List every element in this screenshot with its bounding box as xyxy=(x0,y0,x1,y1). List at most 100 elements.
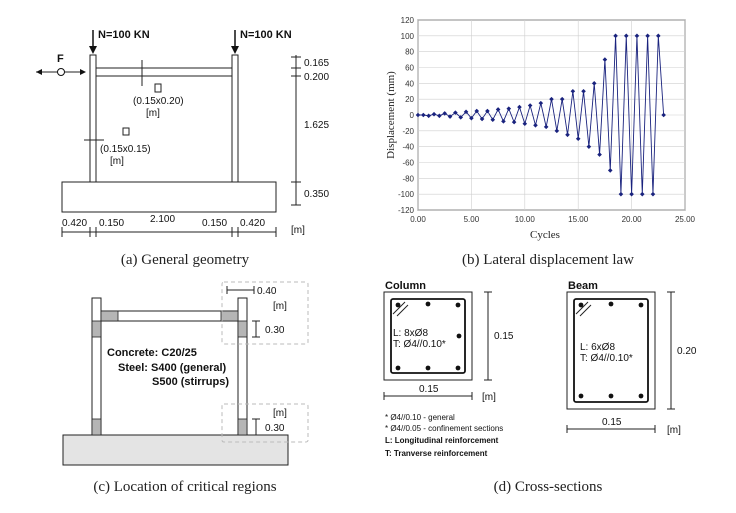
data-point xyxy=(602,57,608,62)
data-point xyxy=(565,132,570,138)
note-general: * Ø4//0.10 - general xyxy=(385,413,455,422)
data-point xyxy=(554,128,560,134)
column-height-label: 0.15 xyxy=(494,331,514,342)
data-point xyxy=(511,119,517,125)
critical-region-right-column-top xyxy=(237,320,248,338)
right-load-arrowhead xyxy=(231,46,239,54)
beam-rebar xyxy=(608,301,614,307)
note-confinement: * Ø4//0.05 - confinement sections xyxy=(385,424,503,433)
chart-y-tick-labels: 120 100 80 60 40 20 0 -20 -40 -60 -80 -100 -120 xyxy=(398,16,415,215)
column-rebar xyxy=(425,301,431,307)
x-tick-label: 0.00 xyxy=(410,215,426,224)
column-rebar xyxy=(455,302,461,308)
data-point xyxy=(431,111,437,117)
data-point xyxy=(645,33,650,39)
data-point xyxy=(495,107,501,112)
data-point xyxy=(506,106,512,111)
beam-rebar xyxy=(638,393,644,399)
dim-030-bottom-label: 0.30 xyxy=(265,423,285,434)
column-transverse-label: T: Ø4//0.10* xyxy=(393,339,446,350)
dim-0165: 0.165 xyxy=(304,58,329,69)
note-transverse: T: Tranverse reinforcement xyxy=(385,449,488,458)
dim-1625: 1.625 xyxy=(304,120,329,131)
x-tick-label: 15.00 xyxy=(568,215,589,224)
data-point xyxy=(463,109,469,115)
y-tick-label: -120 xyxy=(398,206,415,215)
column-stirrup xyxy=(390,298,466,374)
column-rebar xyxy=(455,365,461,371)
y-tick-label: 40 xyxy=(405,79,414,88)
y-tick-label: -40 xyxy=(402,143,414,152)
beam-section-outline xyxy=(566,291,656,410)
concrete-class: Concrete: C20/25 xyxy=(107,347,197,359)
critical-region-left-column-bottom xyxy=(91,418,102,436)
data-point xyxy=(453,110,458,115)
column-rebar xyxy=(395,302,401,308)
x-tick-label: 20.00 xyxy=(622,215,643,224)
panel-d-cross-sections: Column L: 8xØ8 T: Ø4//0.10* 0.15 0.15 [m… xyxy=(383,280,697,495)
data-point xyxy=(597,152,602,157)
data-point xyxy=(447,114,453,119)
beam-unit-label: [m] xyxy=(667,425,681,436)
top-beam-c xyxy=(100,310,239,322)
force-application-point xyxy=(57,68,65,76)
column-rebar xyxy=(425,365,431,371)
data-point xyxy=(458,115,464,120)
panel-c-critical-regions: 0.40 [m] 0.30 [m] 0.30 Concrete: C20/25 … xyxy=(62,281,309,495)
data-point xyxy=(437,113,442,119)
y-tick-label: 60 xyxy=(405,64,414,73)
panel-b-displacement-chart: 120 100 80 60 40 20 0 -20 -40 -60 -80 -100 -120 0.00… xyxy=(385,16,696,268)
dim-0150-right: 0.150 xyxy=(202,218,227,229)
y-tick-label: -80 xyxy=(402,174,414,183)
beam-stirrup xyxy=(573,298,649,403)
steel-general: Steel: S400 (general) xyxy=(118,362,227,374)
data-point xyxy=(661,112,666,118)
critical-region-right-column-bottom xyxy=(237,418,248,436)
data-point xyxy=(581,88,586,94)
x-tick-label: 25.00 xyxy=(675,215,696,224)
displacement-series-points xyxy=(415,33,666,197)
beam-section-marker xyxy=(154,83,162,93)
beam-height-label: 0.20 xyxy=(677,346,697,357)
y-tick-label: 20 xyxy=(405,95,414,104)
dim-0200: 0.200 xyxy=(304,72,329,83)
left-load-label: N=100 KN xyxy=(98,29,150,41)
steel-stirrups: S500 (stirrups) xyxy=(152,376,229,388)
x-tick-label: 10.00 xyxy=(515,215,536,224)
data-point xyxy=(522,121,528,127)
beam-transverse-label: T: Ø4//0.10* xyxy=(580,353,633,364)
critical-region-beam-right xyxy=(220,310,239,322)
data-point xyxy=(415,112,421,118)
beam-rebar xyxy=(578,302,584,308)
data-point xyxy=(543,124,549,130)
beam-section-size: (0.15x0.20) xyxy=(133,96,184,107)
beam-longitudinal-label: L: 6xØ8 xyxy=(580,342,615,353)
y-tick-label: -100 xyxy=(398,190,415,199)
y-tick-label: -20 xyxy=(402,127,414,136)
data-point xyxy=(613,33,618,39)
force-arrowhead-right xyxy=(80,69,86,75)
y-tick-label: 100 xyxy=(401,32,415,41)
chart-x-tick-labels: 0.00 5.00 10.00 15.00 20.00 25.00 xyxy=(410,215,695,224)
column-section-title: Column xyxy=(385,280,426,292)
right-column-c xyxy=(237,297,248,436)
top-beam xyxy=(95,67,233,77)
force-arrowhead-left xyxy=(36,69,42,75)
data-point xyxy=(639,191,645,197)
data-point xyxy=(517,104,522,110)
column-section-marker xyxy=(122,127,130,136)
x-tick-label: 5.00 xyxy=(464,215,480,224)
foundation-beam-c xyxy=(62,434,289,466)
data-point xyxy=(474,108,480,114)
beam-rebar xyxy=(578,393,584,399)
dim-040-label: 0.40 xyxy=(257,286,277,297)
chart-x-axis-label: Cycles xyxy=(530,229,560,241)
data-point xyxy=(591,81,597,86)
column-unit-label: [m] xyxy=(482,392,496,403)
dims-unit: [m] xyxy=(291,225,305,236)
panel-b-caption: (b) Lateral displacement law xyxy=(462,252,634,268)
column-stirrup-hook xyxy=(392,301,406,315)
data-point xyxy=(469,115,474,121)
right-column xyxy=(231,54,239,183)
critical-region-beam-left xyxy=(100,310,119,322)
